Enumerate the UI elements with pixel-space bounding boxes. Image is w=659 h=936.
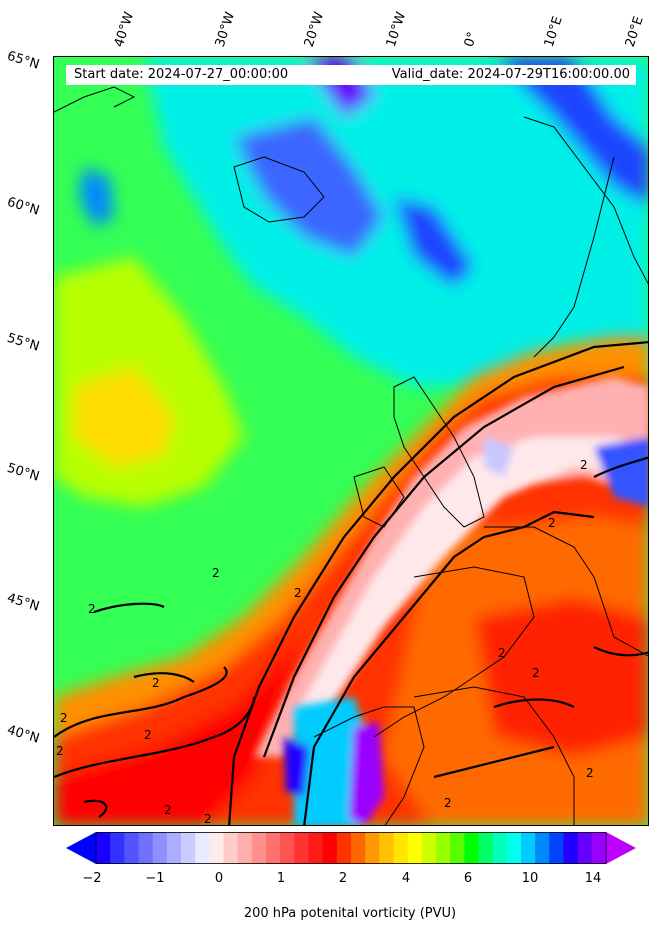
colorbar-cell (251, 832, 267, 864)
colorbar-cell (181, 832, 196, 864)
colorbar-cell (96, 832, 111, 864)
colorbar-cell (223, 832, 239, 864)
longitude-label: 10°E (541, 14, 566, 50)
colorbar-cell (549, 832, 564, 864)
pv-low-pocket (284, 697, 384, 825)
colorbar-cell (591, 832, 607, 864)
latitude-label: 65°N (5, 48, 41, 73)
colorbar-cell (237, 832, 253, 864)
colorbar-cell (436, 832, 451, 864)
colorbar-cell (195, 832, 210, 864)
colorbar-title: 200 hPa potenital vorticity (PVU) (243, 906, 457, 921)
latitude-label: 60°N (5, 194, 41, 219)
longitude-label: 20°W (301, 10, 328, 49)
colorbar-min-arrow (66, 832, 96, 864)
colorbar-tick-label: 10 (521, 871, 539, 886)
colorbar-cell (209, 832, 224, 864)
date-header: Start date: 2024-07-27_00:00:00 Valid_da… (66, 65, 636, 85)
contour-label: 2 (88, 602, 96, 616)
colorbar-cell (166, 832, 182, 864)
latitude-label: 40°N (5, 722, 41, 747)
colorbar-cell (351, 832, 366, 864)
colorbar-cell (464, 832, 479, 864)
colorbar-cell (365, 832, 380, 864)
longitude-label: 10°W (383, 10, 410, 49)
colorbar-cell (563, 832, 579, 864)
colorbar-cell (506, 832, 522, 864)
colorbar-cell (110, 832, 125, 864)
valid-date-label: Valid_date: 2024-07-29T16:00:00.00 (391, 67, 630, 82)
contour-label: 2 (586, 766, 594, 780)
contour-label: 2 (532, 666, 540, 680)
pv-core (254, 377, 648, 757)
colorbar-tick-label: −2 (82, 871, 102, 886)
colorbar-cell (266, 832, 281, 864)
colorbar-tick-label: 4 (401, 871, 411, 886)
contour-label: 2 (548, 516, 556, 530)
colorbar-tick-label: 14 (584, 871, 602, 886)
colorbar-cell (379, 832, 394, 864)
colorbar-cell (393, 832, 409, 864)
colorbar-cell (577, 832, 593, 864)
colorbar-cell (152, 832, 168, 864)
pv-field-map: 2 2 2 2 2 2 2 2 2 2 2 2 2 2 2 (54, 57, 648, 826)
latitude-label: 50°N (5, 460, 41, 485)
colorbar-cell (294, 832, 309, 864)
latitude-label: 45°N (5, 590, 41, 615)
colorbar (66, 832, 636, 864)
colorbar-cell (492, 832, 508, 864)
colorbar-cell (478, 832, 494, 864)
latitude-label: 55°N (5, 330, 41, 355)
contour-label: 2 (294, 586, 302, 600)
colorbar-cell (407, 832, 423, 864)
colorbar-tick-label: 6 (463, 871, 473, 886)
contour-labels: 2 2 2 2 2 2 2 2 2 2 2 2 2 2 2 (56, 458, 594, 826)
longitude-label: 20°E (622, 14, 647, 50)
contour-label: 2 (144, 728, 152, 742)
colorbar-max-arrow (606, 832, 636, 864)
longitude-label: 40°W (111, 10, 138, 49)
contour-label: 2 (56, 744, 64, 758)
coastlines (54, 86, 648, 825)
contour-label: 2 (152, 676, 160, 690)
colorbar-tick-label: 2 (338, 871, 348, 886)
colorbar-tick-label: −1 (145, 871, 165, 886)
colorbar-cell (280, 832, 295, 864)
map-panel: 2 2 2 2 2 2 2 2 2 2 2 2 2 2 2 (53, 56, 649, 826)
colorbar-cell (138, 832, 154, 864)
colorbar-cell (336, 832, 352, 864)
colorbar-cell (521, 832, 536, 864)
contour-label: 2 (212, 566, 220, 580)
colorbar-cell (535, 832, 550, 864)
colorbar-cells (96, 832, 607, 864)
colorbar-cell (322, 832, 338, 864)
contour-label: 2 (444, 796, 452, 810)
colorbar-tick-label: 1 (276, 871, 286, 886)
colorbar-cell (308, 832, 324, 864)
contour-label: 2 (60, 711, 68, 725)
longitude-label: 30°W (212, 10, 239, 49)
start-date-label: Start date: 2024-07-27_00:00:00 (74, 67, 289, 82)
contour-label: 2 (164, 803, 172, 817)
contour-label: 2 (204, 812, 212, 826)
contour-label: 2 (580, 458, 588, 472)
colorbar-cell (124, 832, 139, 864)
contour-label: 2 (498, 646, 506, 660)
colorbar-cell (450, 832, 465, 864)
colorbar-cell (421, 832, 437, 864)
longitude-label: 0° (461, 30, 481, 49)
pv-2-contours (54, 341, 648, 825)
colorbar-tick-label: 0 (214, 871, 224, 886)
